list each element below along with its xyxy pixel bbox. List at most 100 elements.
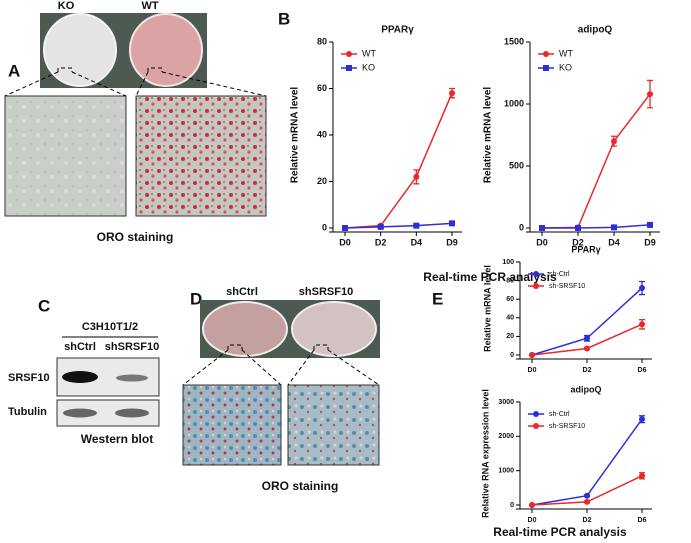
marker xyxy=(647,91,653,98)
y-tick-label: 0 xyxy=(510,352,514,359)
y-tick-label: 3000 xyxy=(498,399,514,406)
legend-label: sh-SRSF10 xyxy=(549,283,585,290)
band xyxy=(62,371,98,383)
series-line xyxy=(531,287,643,356)
marker xyxy=(584,498,590,505)
marker xyxy=(639,472,645,479)
lane-label: shCtrl xyxy=(64,341,96,353)
micrograph xyxy=(287,384,380,466)
legend-marker xyxy=(533,411,539,417)
x-tick-label: D2 xyxy=(375,237,387,247)
x-tick-label: D0 xyxy=(339,237,351,247)
x-axis-label: Real-time PCR analysis xyxy=(423,270,557,284)
y-tick-label: 80 xyxy=(317,36,327,46)
marker xyxy=(584,492,590,499)
x-tick-label: D4 xyxy=(411,237,423,247)
x-tick-label: D0 xyxy=(536,237,548,247)
legend-marker xyxy=(533,423,539,429)
marker xyxy=(584,345,590,352)
zoom-lines xyxy=(4,67,267,97)
caption: ORO staining xyxy=(97,230,174,244)
x-tick-label: D9 xyxy=(644,237,656,247)
legend-label: sh-Ctrl xyxy=(549,411,570,418)
y-tick-label: 60 xyxy=(506,296,514,303)
legend-marker xyxy=(346,65,352,71)
x-tick-label: D6 xyxy=(638,517,647,524)
legend-marker xyxy=(543,51,549,57)
series-line xyxy=(344,222,453,229)
well xyxy=(202,301,288,357)
y-tick-label: 60 xyxy=(317,83,327,93)
x-tick-label: D9 xyxy=(446,237,458,247)
marker xyxy=(449,220,455,227)
y-tick-label: 20 xyxy=(317,176,327,186)
chart-title: PPARγ xyxy=(381,25,414,36)
legend-marker xyxy=(346,51,352,57)
x-tick-label: D2 xyxy=(572,237,584,247)
caption: ORO staining xyxy=(262,479,339,493)
legend-label: KO xyxy=(362,62,375,72)
marker xyxy=(584,335,590,342)
band xyxy=(116,374,148,382)
legend-marker xyxy=(543,65,549,71)
y-tick-label: 0 xyxy=(519,222,524,232)
marker xyxy=(377,223,384,230)
y-tick-label: 1000 xyxy=(498,468,514,475)
well xyxy=(129,13,203,87)
legend-label: sh-Ctrl xyxy=(549,271,570,278)
marker xyxy=(639,416,645,423)
marker xyxy=(413,173,420,180)
x-tick-label: D6 xyxy=(638,367,647,374)
y-axis-label: Relative mRNA level xyxy=(482,265,492,352)
lane-label: KO xyxy=(58,0,75,12)
panel-letter: B xyxy=(278,9,290,28)
band xyxy=(115,408,149,418)
marker xyxy=(413,222,420,229)
y-axis-label: Relative mRNA level xyxy=(483,87,494,184)
y-axis-label: Relative mRNA level xyxy=(290,87,301,184)
x-tick-label: D0 xyxy=(528,367,537,374)
chart-title: adipoQ xyxy=(578,25,613,36)
y-tick-label: 0 xyxy=(510,502,514,509)
panel-letter: E xyxy=(432,289,443,308)
y-tick-label: 20 xyxy=(506,333,514,340)
chart-title: adipoQ xyxy=(571,384,602,394)
y-tick-label: 80 xyxy=(506,277,514,284)
series-line xyxy=(531,418,643,506)
x-tick-label: D0 xyxy=(528,517,537,524)
chart-title: PPARγ xyxy=(571,244,600,254)
x-tick-label: D2 xyxy=(583,517,592,524)
series-line xyxy=(344,92,453,229)
marker xyxy=(639,285,645,292)
y-tick-label: 500 xyxy=(509,160,524,170)
marker xyxy=(611,224,617,231)
series-line xyxy=(542,224,651,229)
legend-label: WT xyxy=(362,48,376,58)
y-tick-label: 40 xyxy=(317,129,327,139)
y-tick-label: 40 xyxy=(506,315,514,322)
cell-line: C3H10T1/2 xyxy=(82,321,138,333)
legend-label: sh-SRSF10 xyxy=(549,423,585,430)
caption: Western blot xyxy=(81,432,153,446)
legend-marker xyxy=(533,283,539,289)
y-tick-label: 2000 xyxy=(498,433,514,440)
micrograph xyxy=(4,95,127,217)
legend-label: WT xyxy=(559,48,573,58)
panel-letter: C xyxy=(38,296,50,315)
micrograph xyxy=(135,95,267,217)
marker xyxy=(529,502,535,508)
lane-label: shSRSF10 xyxy=(105,341,159,353)
legend-marker xyxy=(533,271,539,277)
panel-letter: D xyxy=(190,289,202,308)
row-label: Tubulin xyxy=(8,406,47,418)
x-tick-label: D2 xyxy=(583,367,592,374)
legend-label: KO xyxy=(559,62,572,72)
band xyxy=(63,408,97,418)
marker xyxy=(529,352,535,358)
y-tick-label: 100 xyxy=(502,259,514,266)
lane-label: shSRSF10 xyxy=(299,286,353,298)
y-axis-label: Relative RNA expression level xyxy=(480,389,490,518)
marker xyxy=(575,225,581,231)
zoom-lines xyxy=(182,344,380,386)
